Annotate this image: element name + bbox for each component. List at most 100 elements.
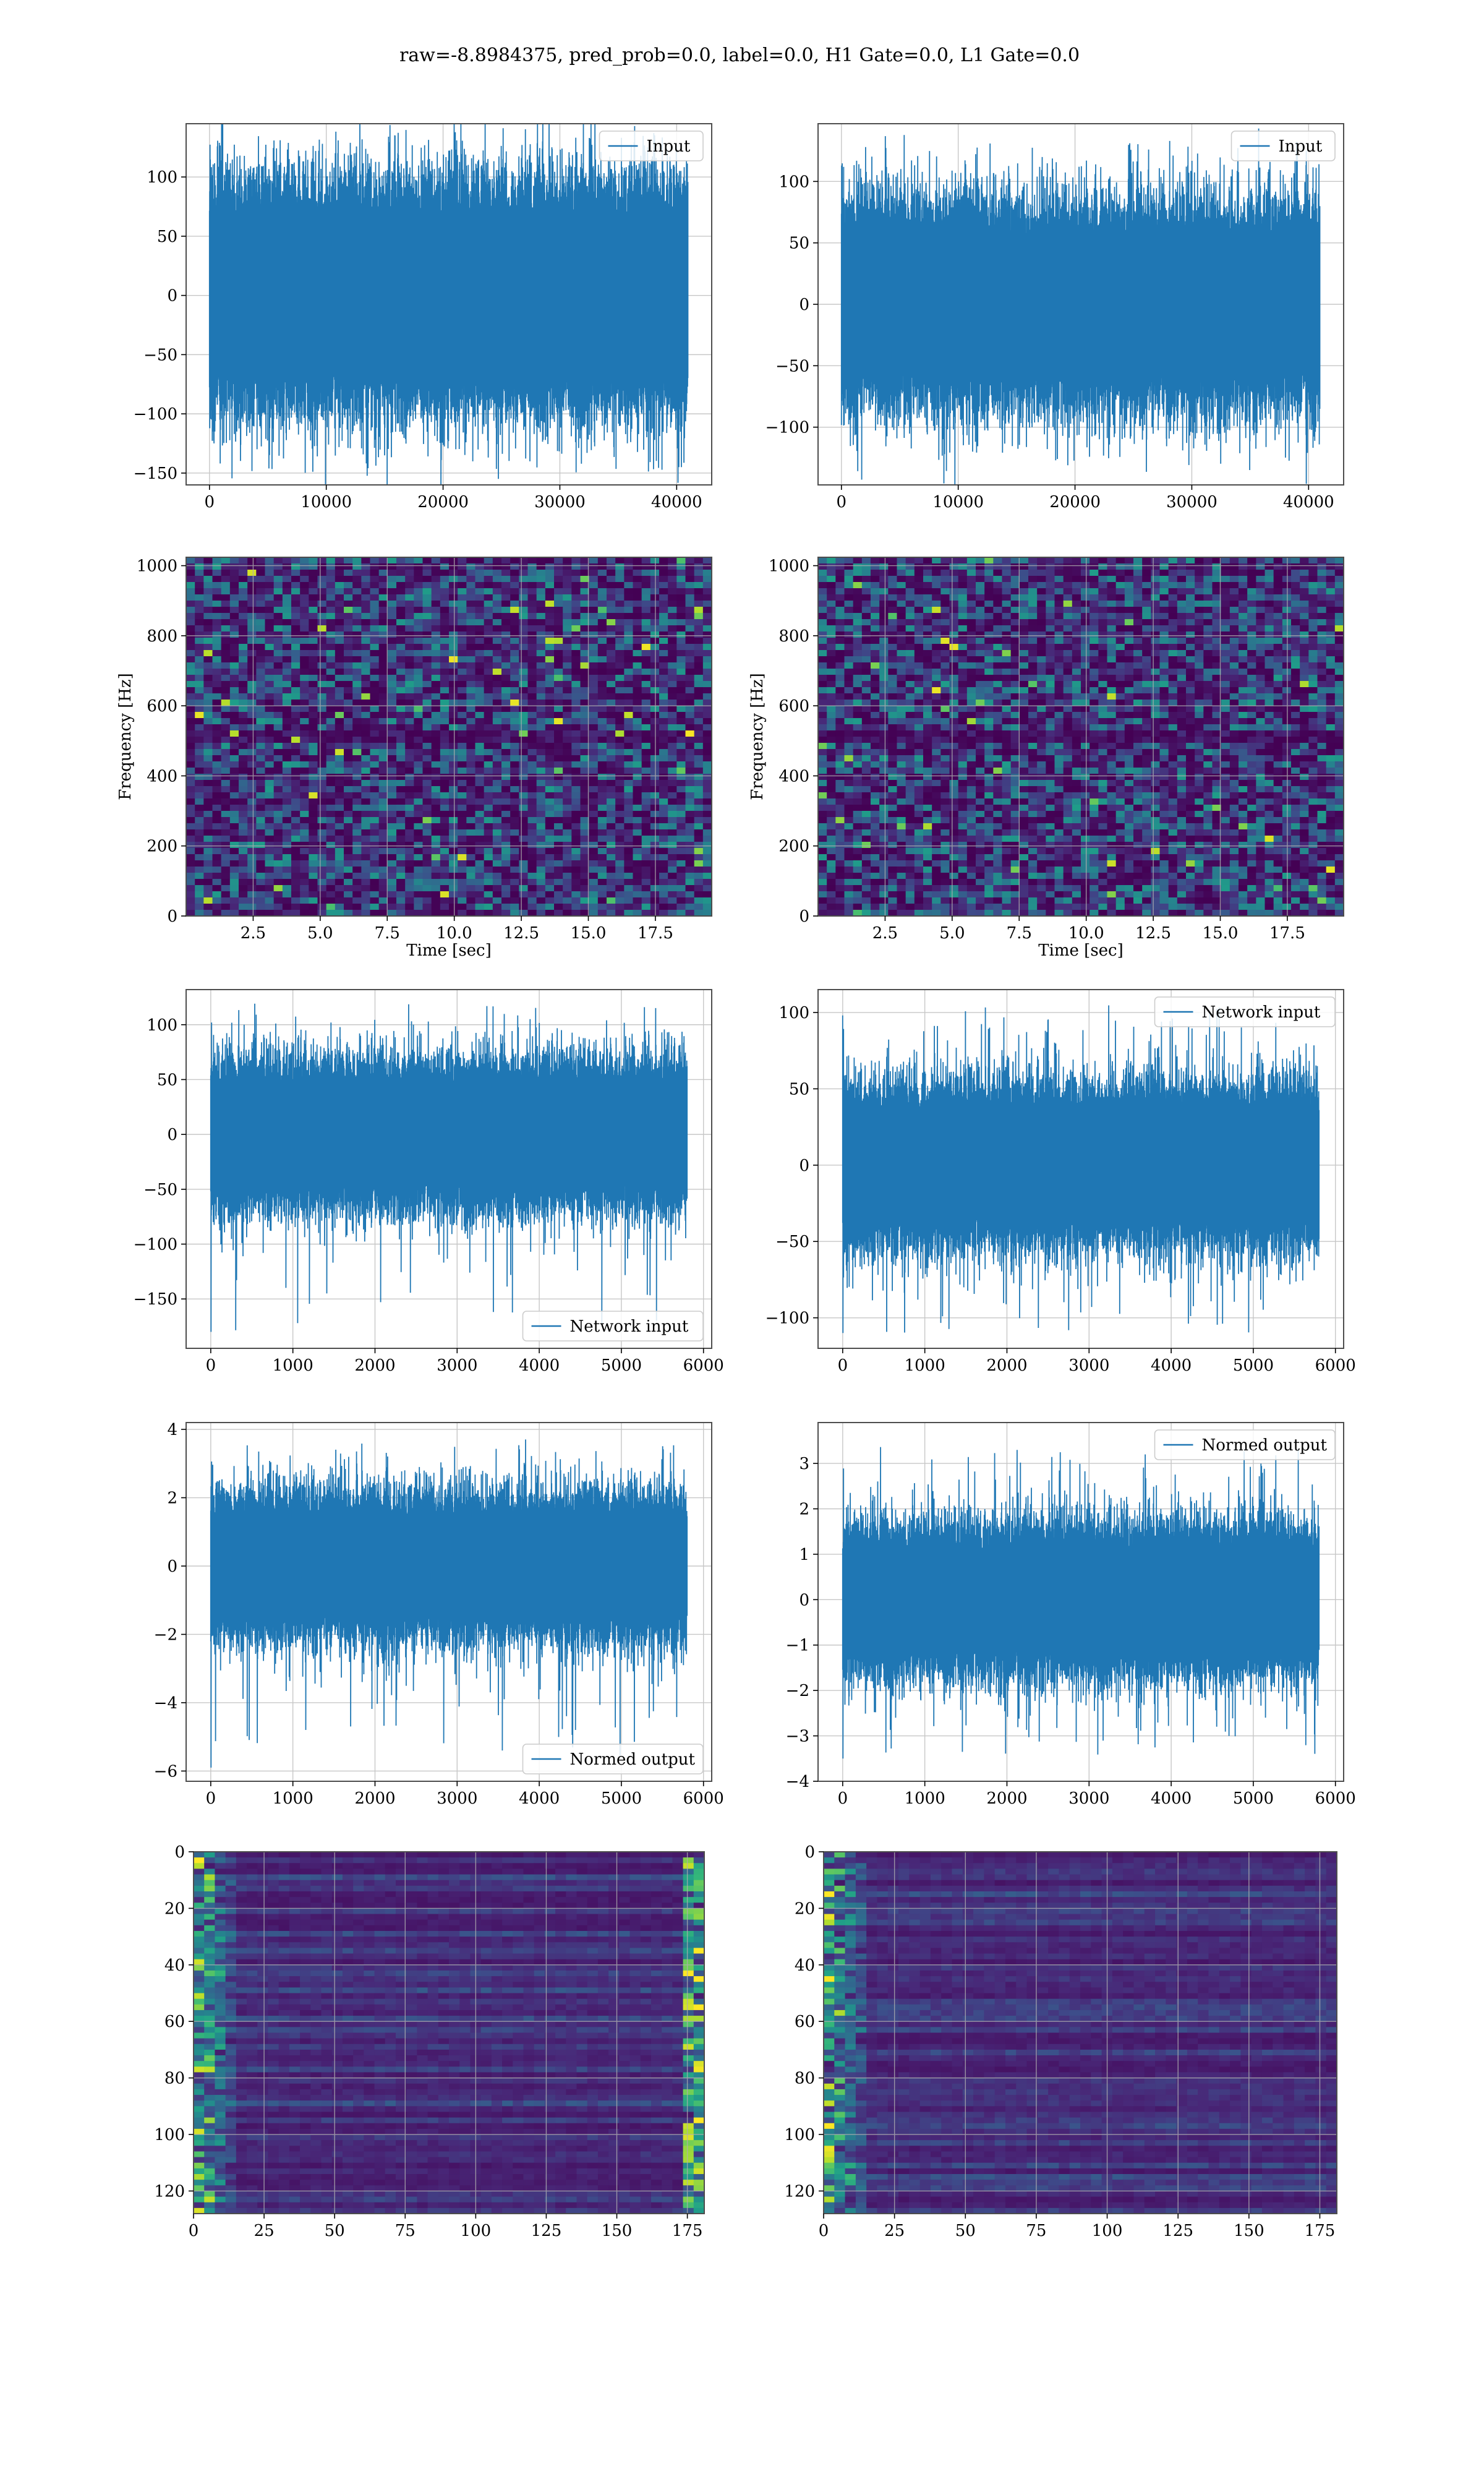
axes-frame (193, 1851, 705, 2214)
y-tick-label: 40 (795, 1956, 815, 1975)
y-tick-label: 100 (778, 173, 809, 191)
legend-label: Input (1279, 137, 1323, 156)
y-tick-label: 600 (147, 697, 177, 716)
panel-row5-right: 0 25 50 75 100 125 150 175 0 20 40 60 80 100 120 (784, 1843, 1337, 2240)
legend-box (599, 131, 704, 161)
y-tick-label: 20 (795, 1899, 815, 1918)
x-tick-label: 30000 (534, 493, 586, 511)
y-tick-label: 120 (154, 2182, 185, 2201)
x-tick-label: 3000 (1068, 1789, 1109, 1808)
legend-label: Input (647, 137, 691, 156)
panel-row4-left: 0 1000 2000 3000 4000 5000 6000 −6 −4 −2 0 2 4 Normed… (154, 1421, 724, 1808)
x-tick-label: 20000 (1049, 493, 1101, 511)
axes-frame (186, 123, 712, 486)
y-tick-label: 800 (147, 627, 177, 646)
y-tick-label: 20 (164, 1899, 185, 1918)
heatmap-image (186, 557, 712, 916)
x-tick-label: 5000 (1233, 1356, 1274, 1375)
heatmap-image (194, 1852, 704, 2214)
x-tick-label: 25 (254, 2222, 275, 2240)
x-tick-label: 0 (838, 1356, 848, 1375)
x-tick-label: 7.5 (1007, 924, 1032, 943)
legend-label: Network input (570, 1317, 689, 1336)
legend: Input (599, 131, 704, 161)
x-tick-label: 0 (205, 493, 215, 511)
y-tick-label: −100 (765, 419, 809, 437)
legend-label: Network input (1202, 1003, 1321, 1022)
heatmap-image (824, 1852, 1337, 2214)
x-tick-label: 175 (1305, 2222, 1336, 2240)
y-tick-label: 200 (147, 837, 177, 856)
y-tick-label: 50 (789, 234, 809, 253)
x-tick-label: 12.5 (1135, 924, 1171, 943)
y-tick-label: 80 (795, 2070, 815, 2088)
x-tick-label: 7.5 (375, 924, 400, 943)
y-tick-label: 400 (147, 767, 177, 785)
axes-frame (186, 1422, 712, 1782)
x-axis-label: Time [sec] (1038, 941, 1124, 960)
legend: Normed output (522, 1744, 704, 1774)
axes-frame (817, 989, 1344, 1349)
y-tick-label: −50 (775, 357, 809, 375)
x-tick-label: 1000 (905, 1356, 945, 1375)
x-tick-label: 175 (672, 2222, 703, 2240)
legend: Input (1230, 131, 1336, 161)
panel-row2-right: 2.5 5.0 7.5 10.0 12.5 15.0 17.5 0 200 400 600 800 10… (748, 557, 1344, 960)
y-tick-label: −100 (765, 1309, 809, 1328)
x-tick-label: 75 (1026, 2222, 1046, 2240)
panel-row3-right: 0 1000 2000 3000 4000 5000 6000 −100 −50 0 50 100 Ne… (765, 989, 1356, 1375)
x-tick-label: 17.5 (1269, 924, 1305, 943)
series-line (210, 1439, 688, 1768)
x-tick-label: 1000 (273, 1356, 313, 1375)
x-tick-label: 6000 (1315, 1789, 1356, 1808)
x-tick-label: 125 (1162, 2222, 1193, 2240)
panel-row5-left: 0 25 50 75 100 125 150 175 0 20 40 60 80 100 120 (154, 1843, 705, 2240)
x-tick-label: 3000 (437, 1789, 477, 1808)
axes-frame (186, 557, 712, 917)
legend-label: Normed output (1202, 1436, 1328, 1455)
x-tick-label: 1000 (905, 1789, 945, 1808)
y-tick-label: −100 (134, 405, 177, 424)
x-tick-label: 2000 (354, 1356, 395, 1375)
y-tick-label: 60 (164, 2013, 185, 2031)
legend-box (522, 1311, 704, 1342)
axes-frame (817, 1422, 1344, 1782)
x-tick-label: 30000 (1166, 493, 1217, 511)
series-line (842, 1005, 1320, 1333)
x-tick-label: 0 (206, 1789, 216, 1808)
x-tick-label: 2.5 (872, 924, 898, 943)
x-tick-label: 0 (819, 2222, 829, 2240)
y-tick-label: 1000 (769, 557, 809, 576)
x-tick-label: 150 (602, 2222, 633, 2240)
x-tick-label: 15.0 (571, 924, 607, 943)
x-tick-label: 50 (325, 2222, 345, 2240)
y-tick-label: 100 (784, 2126, 815, 2144)
legend-box (1154, 1429, 1336, 1460)
x-tick-label: 3000 (437, 1356, 477, 1375)
x-tick-label: 5000 (1233, 1789, 1274, 1808)
panel-row1-left: 0 10000 20000 30000 40000 −150 −100 −50 0 50 100 In… (134, 123, 712, 511)
legend-box (1230, 131, 1336, 161)
y-tick-label: 50 (157, 228, 177, 246)
y-tick-label: 800 (778, 627, 809, 646)
y-tick-label: 40 (164, 1956, 185, 1975)
y-tick-label: −4 (786, 1773, 809, 1791)
y-tick-label: −2 (786, 1682, 809, 1700)
x-tick-label: 100 (461, 2222, 492, 2240)
panel-row2-left: 2.5 5.0 7.5 10.0 12.5 15.0 17.5 0 200 400 600 800 10… (116, 557, 712, 960)
x-tick-label: 4000 (519, 1789, 560, 1808)
x-tick-label: 4000 (1151, 1356, 1192, 1375)
x-tick-label: 12.5 (503, 924, 539, 943)
y-tick-label: 0 (804, 1843, 815, 1862)
x-tick-label: 125 (531, 2222, 562, 2240)
x-tick-label: 5.0 (939, 924, 965, 943)
y-tick-label: 400 (778, 767, 809, 785)
figure-suptitle: raw=-8.8984375, pred_prob=0.0, label=0.0… (399, 45, 1080, 66)
legend: Network input (522, 1311, 704, 1342)
y-tick-label: −50 (775, 1233, 809, 1251)
x-tick-label: 10000 (301, 493, 352, 511)
x-tick-label: 5000 (601, 1789, 642, 1808)
legend-box (522, 1744, 704, 1774)
axes-frame (186, 989, 712, 1349)
